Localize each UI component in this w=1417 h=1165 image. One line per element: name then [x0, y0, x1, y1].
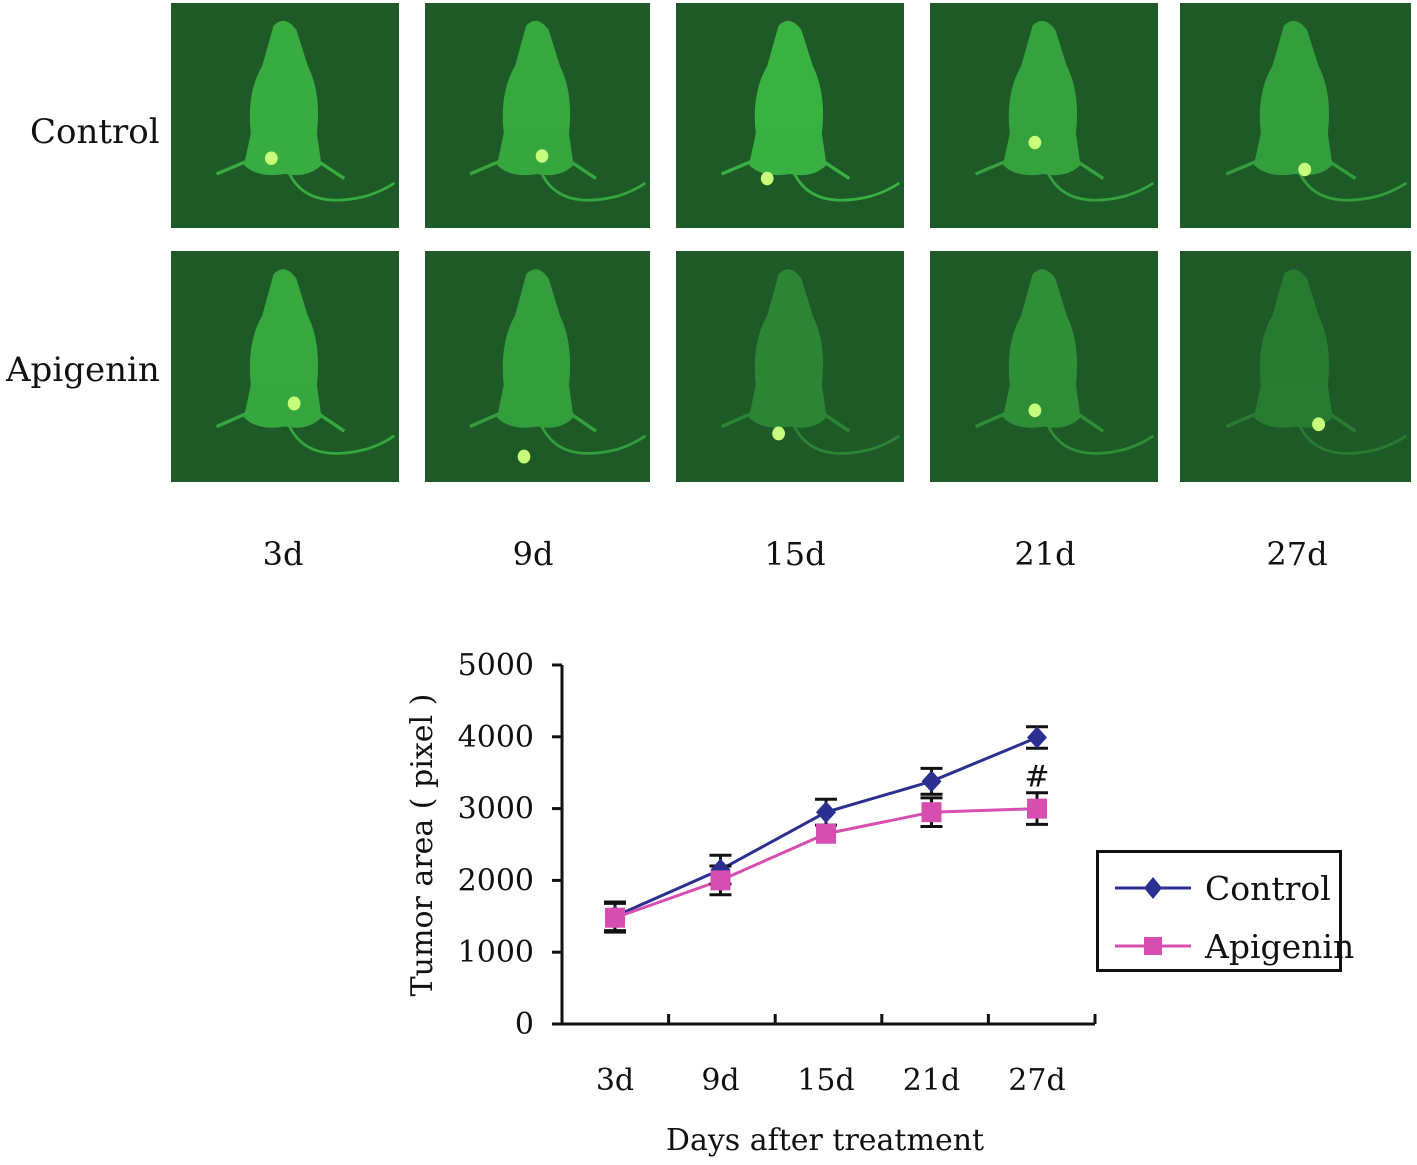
mouse-tail: [793, 173, 901, 202]
mouse-legs: [974, 158, 1105, 180]
mouse-illustration: [974, 20, 1155, 202]
data-point-apigenin: [605, 907, 625, 928]
significance-annotation: #: [1024, 759, 1049, 794]
x-axis-title: Days after treatment: [666, 1123, 984, 1158]
image-control-15d: [676, 3, 904, 228]
day-label-3d: 3d: [262, 535, 304, 573]
tumor-spot: [1298, 162, 1312, 177]
mouse-legs: [469, 411, 597, 433]
mouse-illustration: [1225, 20, 1408, 202]
row-label-apigenin: Apigenin: [6, 350, 160, 390]
image-control-3d: [171, 3, 399, 228]
legend-label-apigenin: Apigenin: [1205, 926, 1355, 966]
mouse-tail: [1298, 173, 1408, 202]
mouse-legs: [720, 158, 851, 180]
mouse-legs: [974, 411, 1105, 433]
data-point-apigenin: [1027, 798, 1047, 819]
mouse-body: [1253, 269, 1333, 428]
row-label-control: Control: [30, 112, 160, 152]
mouse-illustration: [215, 20, 396, 202]
image-control-27d: [1180, 3, 1411, 228]
tumor-spot: [1028, 135, 1042, 150]
image-control-21d: [930, 3, 1158, 228]
mouse-body: [1253, 20, 1333, 176]
day-label-15d: 15d: [764, 535, 826, 573]
image-apigenin-15d: [676, 251, 904, 482]
mouse-legs: [215, 411, 346, 433]
mouse-illustration: [1225, 269, 1408, 455]
mouse-legs: [1225, 411, 1357, 433]
mouse-illustration: [720, 20, 901, 202]
data-point-control: [921, 770, 942, 793]
mouse-body: [243, 20, 322, 176]
mouse-illustration: [469, 20, 647, 202]
legend-item-control: Control: [1113, 863, 1331, 913]
y-tick-label: 3000: [458, 792, 534, 827]
y-tick-label: 0: [515, 1007, 534, 1042]
x-tick-label: 21d: [903, 1063, 960, 1098]
legend-item-apigenin: Apigenin: [1113, 921, 1354, 971]
x-tick-label: 3d: [596, 1063, 634, 1098]
mouse-illustration: [720, 269, 901, 455]
mouse-tail: [1047, 425, 1155, 455]
legend-label-control: Control: [1205, 868, 1331, 908]
mouse-body: [497, 20, 574, 176]
mouse-tail: [540, 173, 647, 202]
mouse-tail: [1047, 173, 1155, 202]
mouse-tail: [1298, 425, 1408, 455]
mouse-body: [748, 269, 827, 428]
data-point-control: [816, 801, 836, 824]
mouse-illustration: [215, 269, 396, 455]
data-point-apigenin: [921, 802, 942, 823]
tumor-spot: [772, 426, 785, 441]
mouse-legs: [215, 158, 346, 180]
mouse-tail: [540, 425, 647, 455]
day-label-21d: 21d: [1014, 535, 1076, 573]
mouse-tail: [793, 425, 901, 455]
mouse-legs: [720, 411, 851, 433]
tumor-spot: [760, 171, 774, 186]
data-point-apigenin: [816, 823, 836, 844]
tumor-spot: [1312, 417, 1326, 432]
tumor-spot: [1028, 403, 1042, 418]
legend-swatch-control: [1115, 877, 1191, 899]
data-point-apigenin: [710, 870, 731, 891]
data-point-control: [1027, 726, 1047, 749]
mouse-illustration: [469, 269, 647, 464]
y-tick-label: 5000: [458, 648, 534, 683]
chart-legend: Control Apigenin: [1096, 850, 1354, 972]
mouse-tail: [288, 425, 396, 455]
y-axis-title: Tumor area ( pixel ): [405, 694, 440, 997]
tumor-spot: [517, 449, 531, 464]
image-control-9d: [425, 3, 650, 228]
mouse-tail: [288, 173, 396, 202]
x-tick-label: 27d: [1008, 1063, 1065, 1098]
legend-swatch-apigenin: [1115, 937, 1191, 955]
mouse-legs: [1225, 158, 1357, 180]
mouse-body: [748, 20, 827, 176]
image-apigenin-3d: [171, 251, 399, 482]
day-label-9d: 9d: [512, 535, 554, 573]
mouse-body: [497, 269, 574, 428]
mouse-illustration: [974, 269, 1155, 455]
tumor-spot: [264, 151, 278, 165]
mouse-body: [243, 269, 322, 428]
y-tick-label: 1000: [458, 935, 534, 970]
tumor-spot: [535, 149, 549, 163]
tumor-spot: [287, 396, 301, 411]
image-apigenin-27d: [1180, 251, 1411, 482]
mouse-body: [1002, 269, 1081, 428]
mouse-legs: [469, 158, 597, 180]
image-apigenin-9d: [425, 251, 650, 482]
y-tick-label: 2000: [458, 863, 534, 898]
x-tick-label: 9d: [701, 1063, 739, 1098]
image-apigenin-21d: [930, 251, 1158, 482]
day-label-27d: 27d: [1266, 535, 1328, 573]
x-tick-label: 15d: [797, 1063, 854, 1098]
mouse-body: [1002, 20, 1081, 176]
y-tick-label: 4000: [458, 720, 534, 755]
